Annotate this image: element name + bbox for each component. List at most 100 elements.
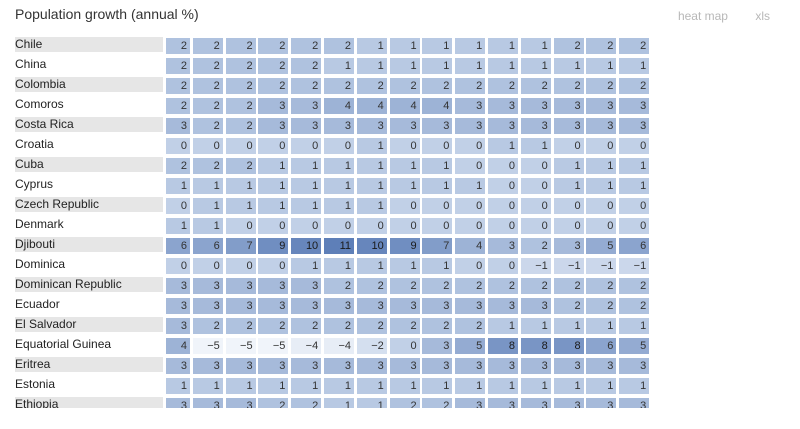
heatmap-cell: 6 bbox=[166, 238, 190, 254]
heatmap-cell: 0 bbox=[225, 218, 256, 234]
heatmap-cell: 1 bbox=[389, 158, 420, 174]
row-label: Djibouti bbox=[15, 237, 163, 252]
heatmap-cell: 10 bbox=[291, 238, 322, 254]
heatmap-cell: 0 bbox=[455, 158, 486, 174]
heatmap-cell: 2 bbox=[422, 78, 453, 94]
heatmap-cell: 1 bbox=[488, 38, 518, 54]
heatmap-cell: 0 bbox=[553, 138, 584, 154]
heatmap-cell: 2 bbox=[291, 38, 322, 54]
heatmap-cell: −4 bbox=[291, 338, 322, 354]
heatmap-cell: 0 bbox=[324, 218, 354, 234]
heatmap-cell: 1 bbox=[225, 378, 256, 394]
heatmap-cell: 3 bbox=[619, 398, 650, 408]
heatmap-cell: 1 bbox=[324, 398, 354, 408]
heatmap-cell: 2 bbox=[586, 38, 617, 54]
heatmap-cell: 3 bbox=[553, 118, 584, 134]
heatmap-cell: 3 bbox=[324, 358, 354, 374]
heatmap-cell: 1 bbox=[520, 318, 551, 334]
heatmap-cell: 2 bbox=[356, 278, 387, 294]
heatmap-cell: 1 bbox=[488, 318, 518, 334]
heatmap-cell: 2 bbox=[520, 78, 551, 94]
heatmap-row: Cyprus 1 1 1 1 1 1 1 1 1 1 0 0 1 1 1 bbox=[0, 176, 770, 196]
heatmap-cell: 0 bbox=[389, 138, 420, 154]
heatmap-cell: 0 bbox=[258, 138, 289, 154]
heatmap-cell: 8 bbox=[488, 338, 518, 354]
page-title: Population growth (annual %) bbox=[15, 6, 199, 22]
row-label: Chile bbox=[15, 37, 163, 52]
heatmap-cell: 2 bbox=[356, 78, 387, 94]
heatmap-cell: 2 bbox=[422, 278, 453, 294]
row-label: Ecuador bbox=[15, 297, 60, 311]
heatmap-cell: 2 bbox=[324, 318, 354, 334]
heatmap-cell: 3 bbox=[225, 278, 256, 294]
heatmap-cell: 3 bbox=[166, 398, 190, 408]
heatmap-cell: 1 bbox=[553, 58, 584, 74]
heatmap-cell: 1 bbox=[455, 38, 486, 54]
heatmap-cell: 1 bbox=[356, 38, 387, 54]
heatmap-cell: 8 bbox=[520, 338, 551, 354]
heatmap-cell: −5 bbox=[225, 338, 256, 354]
heatmap-row: Costa Rica 3 2 2 3 3 3 3 3 3 3 3 3 3 3 3 bbox=[0, 116, 770, 136]
heatmap-cell: 3 bbox=[324, 118, 354, 134]
heatmap-cell: 3 bbox=[291, 98, 322, 114]
heatmap-cell: 0 bbox=[520, 198, 551, 214]
heatmap-cell: 1 bbox=[488, 58, 518, 74]
row-label: El Salvador bbox=[15, 317, 163, 332]
heatmap-cell: −1 bbox=[586, 258, 617, 274]
heatmap-cell: 0 bbox=[356, 218, 387, 234]
heatmap-cell: 3 bbox=[488, 298, 518, 314]
heatmap-row: Croatia 0 0 0 0 0 0 1 0 0 0 1 1 0 0 0 bbox=[0, 136, 770, 156]
heatmap-cell: 1 bbox=[619, 318, 650, 334]
heatmap-cell: 1 bbox=[192, 218, 223, 234]
heatmap-cell: 2 bbox=[166, 58, 190, 74]
heatmap-cell: 1 bbox=[488, 138, 518, 154]
heatmap-cell: 1 bbox=[422, 158, 453, 174]
heatmap-cell: 0 bbox=[619, 218, 650, 234]
heatmap-cell: 0 bbox=[389, 218, 420, 234]
heatmap-cell: 3 bbox=[225, 358, 256, 374]
heatmap-cell: 1 bbox=[225, 198, 256, 214]
heatmap-row: Djibouti 6 6 7 9 10 11 10 9 7 4 3 2 3 5 6 bbox=[0, 236, 770, 256]
heatmap-cell: 1 bbox=[455, 178, 486, 194]
heatmap-cell: 2 bbox=[356, 318, 387, 334]
heatmap-cell: 2 bbox=[619, 298, 650, 314]
heatmap-cell: 3 bbox=[258, 98, 289, 114]
heat-map-link[interactable]: heat map bbox=[677, 9, 728, 23]
heatmap-row: Comoros 2 2 2 3 3 4 4 4 4 3 3 3 3 3 3 bbox=[0, 96, 770, 116]
heatmap-cell: 1 bbox=[586, 318, 617, 334]
heatmap-cell: 1 bbox=[291, 158, 322, 174]
heatmap-cell: 3 bbox=[422, 298, 453, 314]
heatmap-cell: −1 bbox=[553, 258, 584, 274]
heatmap-cell: 1 bbox=[291, 258, 322, 274]
row-label: Comoros bbox=[15, 97, 64, 111]
heatmap-cell: 1 bbox=[258, 378, 289, 394]
heatmap-cell: 1 bbox=[356, 58, 387, 74]
heatmap-cell: 7 bbox=[422, 238, 453, 254]
heatmap-cell: 0 bbox=[488, 158, 518, 174]
heatmap-cell: 1 bbox=[192, 198, 223, 214]
heatmap-row: China 2 2 2 2 2 1 1 1 1 1 1 1 1 1 1 bbox=[0, 56, 770, 76]
xls-export-link[interactable]: xls bbox=[755, 9, 770, 23]
heatmap-cell: 0 bbox=[520, 218, 551, 234]
heatmap-row: Eritrea 3 3 3 3 3 3 3 3 3 3 3 3 3 3 3 bbox=[0, 356, 770, 376]
heatmap-cell: 3 bbox=[553, 98, 584, 114]
heatmap-cell: 1 bbox=[258, 198, 289, 214]
heatmap-cell: 3 bbox=[586, 358, 617, 374]
heatmap-cell: 2 bbox=[455, 318, 486, 334]
heatmap-cell: 1 bbox=[356, 258, 387, 274]
heatmap-cell: 1 bbox=[356, 398, 387, 408]
heatmap-cell: 4 bbox=[356, 98, 387, 114]
heatmap-cell: 3 bbox=[619, 98, 650, 114]
heatmap-cell: 1 bbox=[586, 178, 617, 194]
heatmap-cell: −4 bbox=[324, 338, 354, 354]
heatmap-cell: 0 bbox=[520, 178, 551, 194]
heatmap-cell: 0 bbox=[619, 138, 650, 154]
heatmap-cell: 2 bbox=[488, 278, 518, 294]
heatmap-cell: 2 bbox=[258, 318, 289, 334]
heatmap-cell: 1 bbox=[356, 378, 387, 394]
heatmap-cell: 2 bbox=[586, 298, 617, 314]
heatmap-cell: 2 bbox=[258, 38, 289, 54]
heatmap-cell: 1 bbox=[520, 38, 551, 54]
row-label: Dominica bbox=[15, 257, 66, 271]
heatmap-cell: 2 bbox=[258, 78, 289, 94]
